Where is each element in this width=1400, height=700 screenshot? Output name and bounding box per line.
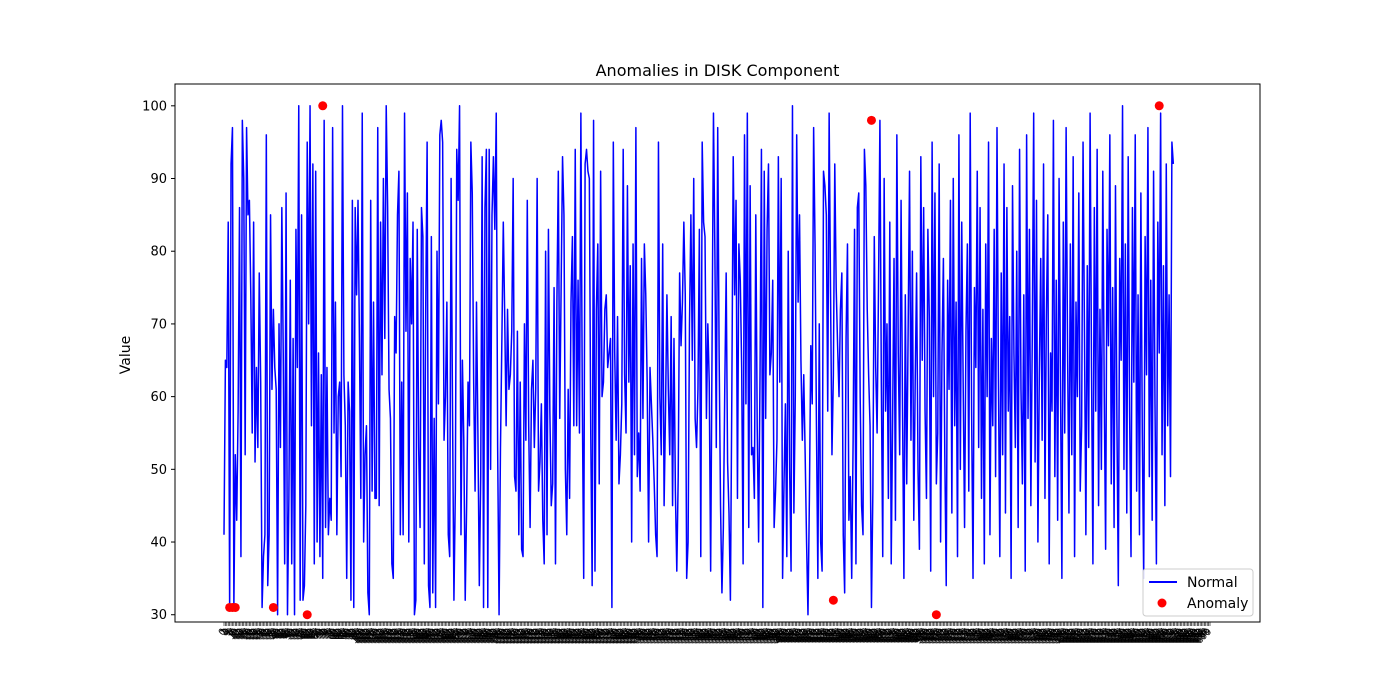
y-tick-label: 80 (150, 245, 167, 260)
anomaly-point-10 (1154, 101, 1164, 111)
x-tick-label: 5 (224, 627, 235, 638)
legend-normal-label: Normal (1187, 575, 1238, 591)
series-normal-line (223, 105, 1175, 616)
anomaly-point-4 (268, 602, 278, 612)
y-axis: 30 40 50 60 70 80 90 100 (142, 99, 175, 623)
y-tick-label: 50 (150, 463, 167, 478)
x-tick-label: 6 (225, 627, 236, 638)
y-tick-label: 40 (150, 536, 167, 551)
x-tick-label: 2 (220, 627, 231, 638)
legend-anomaly-marker-icon (1157, 598, 1167, 608)
anomaly-point-3 (230, 602, 240, 612)
x-tick-label: 0 (217, 627, 228, 638)
y-tick-label: 70 (150, 317, 167, 332)
y-tick-label: 90 (150, 172, 167, 187)
legend-box (1142, 568, 1254, 617)
y-tick-label: 60 (150, 390, 167, 405)
legend-anomaly-label: Anomaly (1187, 596, 1248, 612)
anomaly-point-7 (828, 595, 838, 605)
y-tick-label: 100 (142, 99, 167, 114)
anomaly-point-5 (302, 610, 312, 620)
x-tick-label: 8 (228, 627, 239, 638)
legend: Normal Anomaly (1142, 568, 1254, 617)
x-tick-label: 3 (221, 627, 232, 638)
anomaly-point-8 (866, 115, 876, 125)
x-tick-label: 9 (230, 627, 241, 638)
anomaly-point-9 (931, 610, 941, 620)
y-axis-label: Value (118, 336, 134, 374)
anomaly-point-6 (318, 101, 328, 111)
x-tick-label: 7 (227, 627, 238, 638)
plot-area (223, 101, 1175, 620)
x-axis: 0123456789101112131415161718192021222324… (217, 622, 1214, 646)
x-tick-label: 4 (223, 627, 234, 638)
chart-title: Anomalies in DISK Component (596, 61, 840, 80)
x-tick-label: 1 (218, 627, 229, 638)
y-tick-label: 30 (150, 608, 167, 623)
